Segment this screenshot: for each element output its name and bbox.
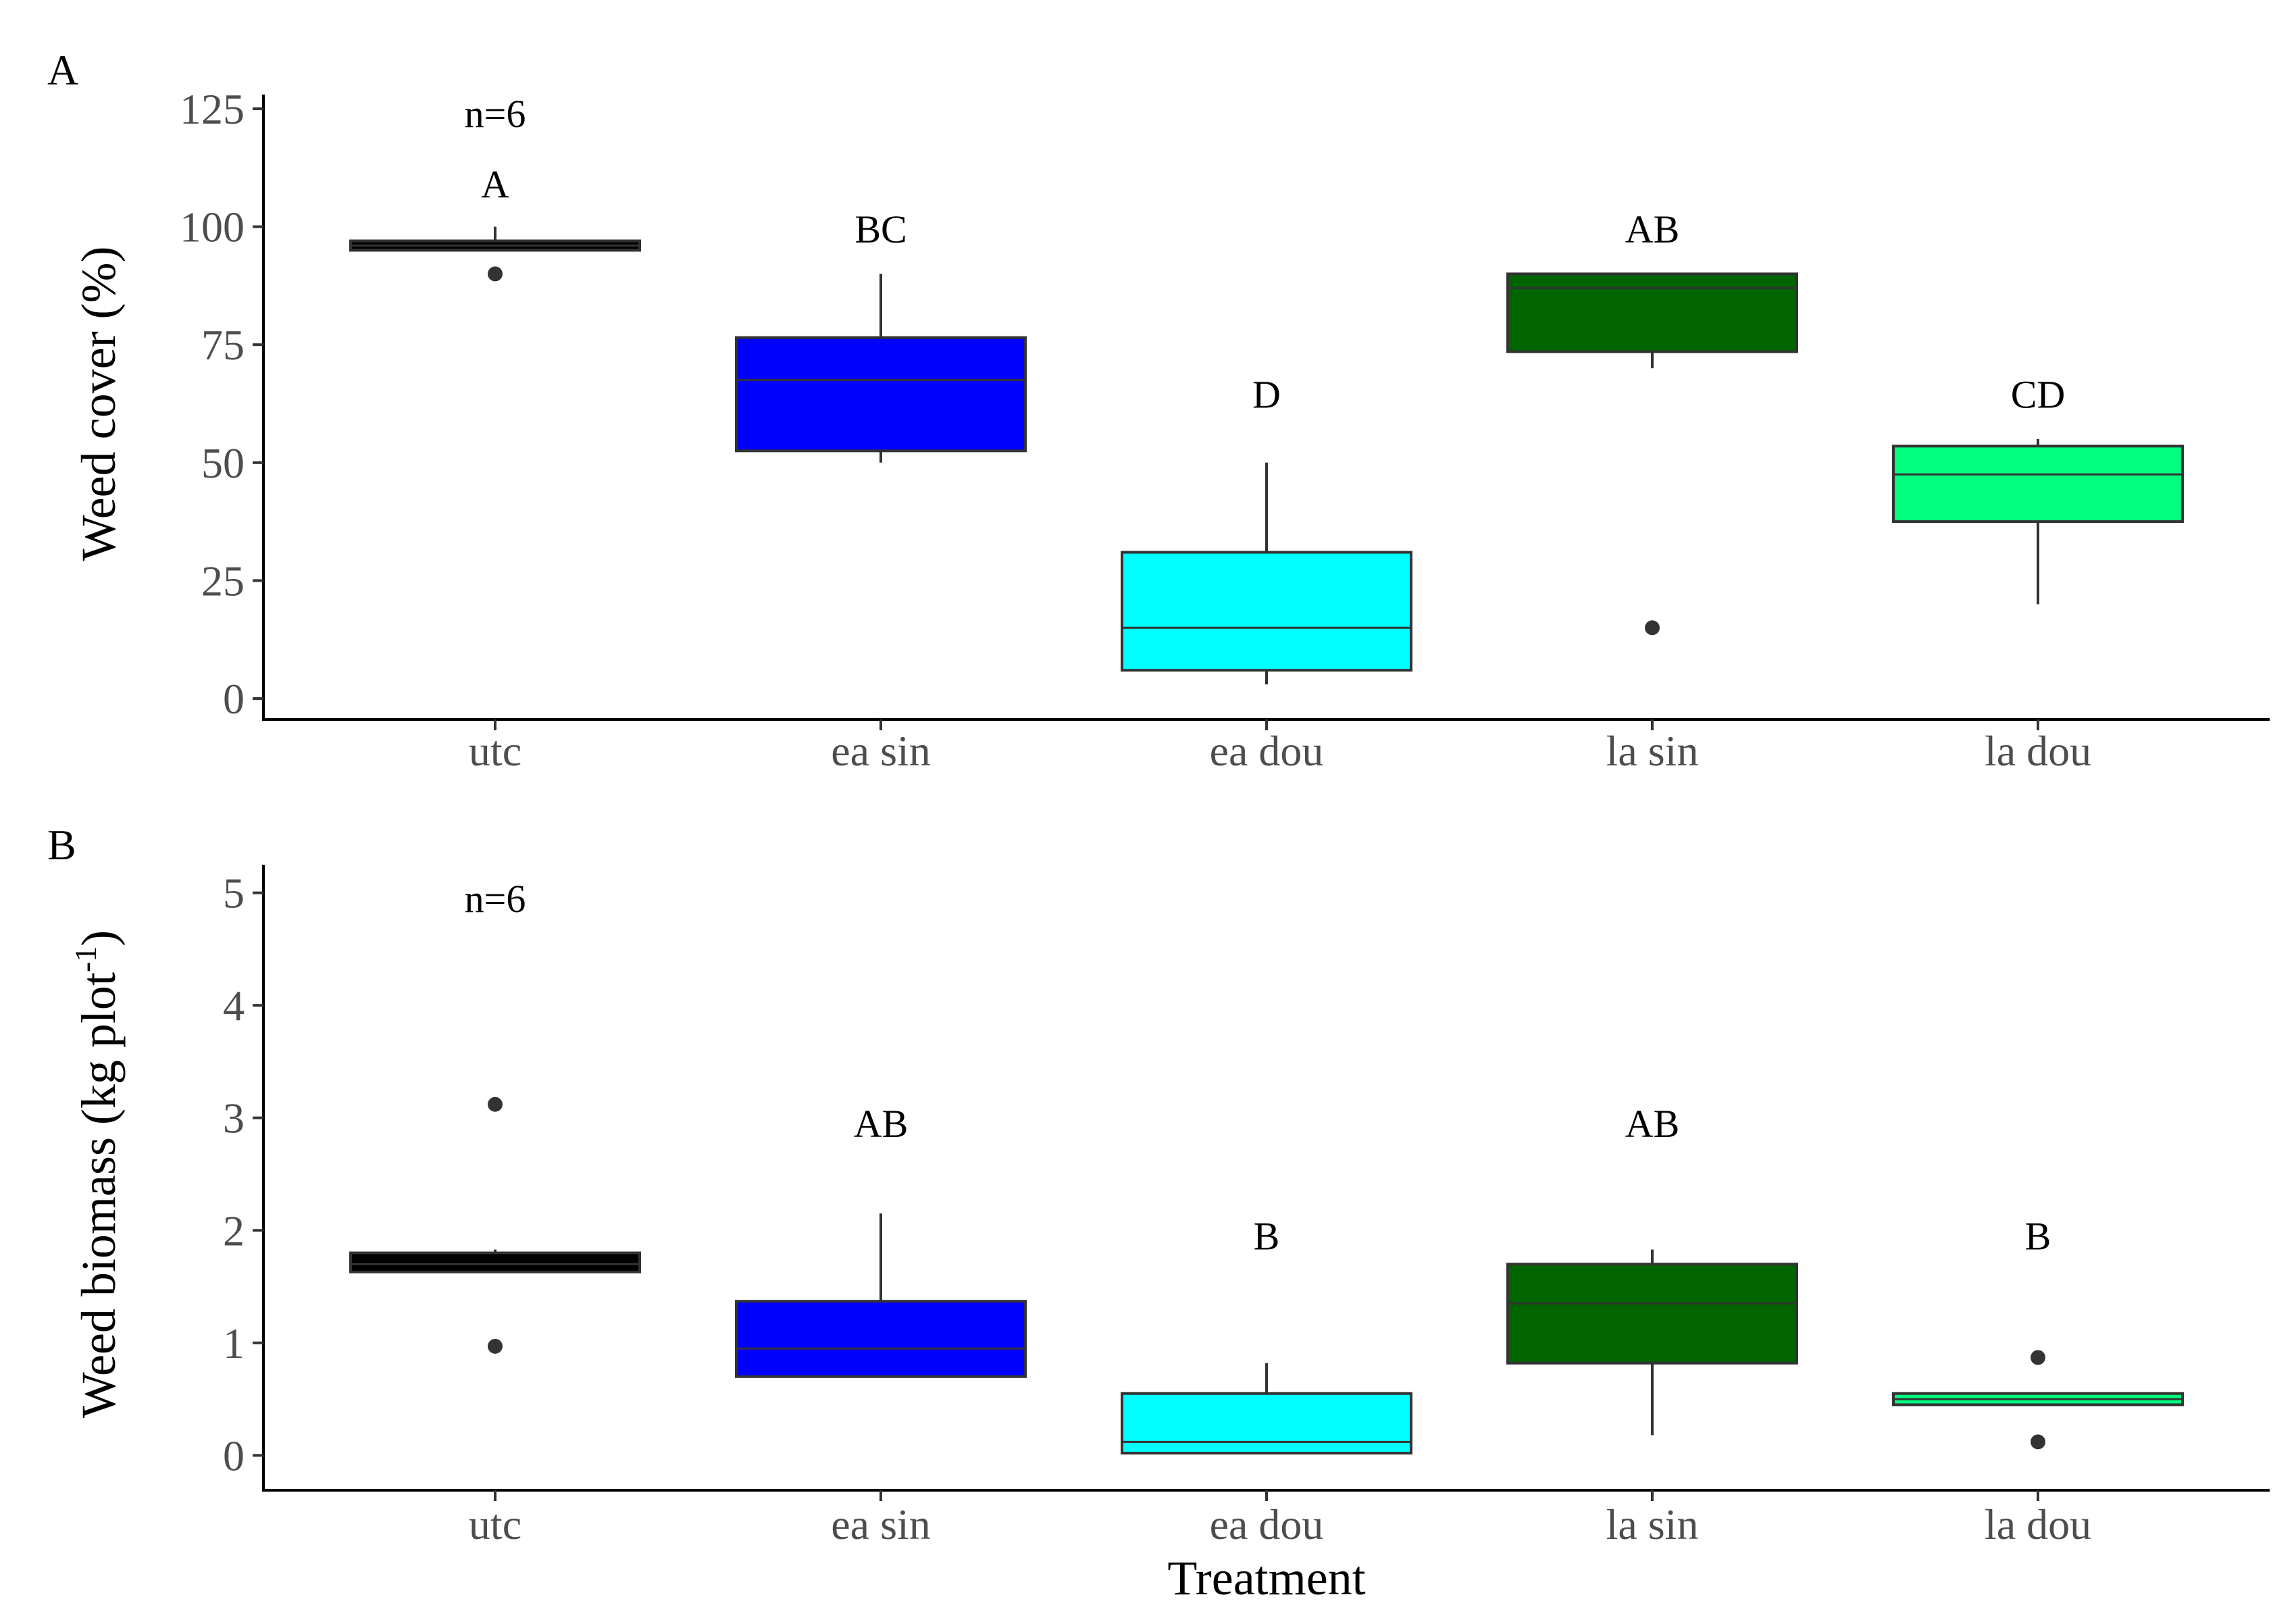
box-la-sin: AB bbox=[1506, 1102, 1798, 1436]
sample-size-label: n=6 bbox=[465, 92, 526, 136]
significance-letter: AB bbox=[1625, 207, 1680, 251]
y-tick-label: 50 bbox=[201, 439, 245, 487]
y-tick-label: 100 bbox=[180, 203, 245, 251]
box-utc: A bbox=[349, 163, 641, 282]
x-tick-label: la sin bbox=[1606, 727, 1699, 775]
box-body bbox=[1121, 551, 1412, 672]
box-utc bbox=[349, 1096, 641, 1354]
x-tick-label: la dou bbox=[1985, 1500, 2091, 1548]
box-body bbox=[1506, 1263, 1798, 1365]
sample-size-label: n=6 bbox=[465, 877, 526, 921]
outlier-point bbox=[2031, 1350, 2045, 1365]
significance-letter: A bbox=[481, 163, 509, 207]
box-body bbox=[349, 1251, 641, 1273]
box-body bbox=[1121, 1392, 1412, 1455]
x-axis-title: Treatment bbox=[1167, 1551, 1365, 1605]
outlier-point bbox=[1645, 620, 1660, 636]
y-tick-label: 5 bbox=[223, 869, 245, 917]
box-body bbox=[735, 336, 1027, 453]
significance-letter: D bbox=[1252, 373, 1281, 417]
significance-letter: AB bbox=[854, 1102, 909, 1146]
box-body bbox=[1506, 272, 1798, 353]
box-body bbox=[1892, 445, 2184, 524]
outlier-point bbox=[488, 1096, 503, 1112]
x-tick-label: ea sin bbox=[831, 727, 931, 775]
x-tick-label: utc bbox=[469, 1500, 521, 1548]
box-ea-dou: D bbox=[1121, 373, 1412, 685]
x-tick-label: la sin bbox=[1606, 1500, 1699, 1548]
x-tick-label: ea dou bbox=[1210, 727, 1324, 775]
y-tick-label: 3 bbox=[223, 1094, 245, 1142]
significance-letter: B bbox=[2025, 1215, 2051, 1259]
panel-a-weed-cover: A 0 25 50 75 100 125 Weed cover (%) utc ea sin ea … bbox=[47, 46, 2270, 775]
y-tick-label: 75 bbox=[201, 321, 245, 369]
significance-letter: CD bbox=[2011, 373, 2066, 417]
significance-letter: B bbox=[1254, 1215, 1280, 1259]
y-tick-label: 125 bbox=[180, 85, 245, 133]
box-la-dou: CD bbox=[1892, 373, 2184, 605]
box-la-sin: AB bbox=[1506, 207, 1798, 636]
y-tick-label: 0 bbox=[223, 675, 245, 723]
box-ea-sin: AB bbox=[735, 1102, 1027, 1378]
outlier-point bbox=[488, 266, 503, 282]
significance-letter: AB bbox=[1625, 1102, 1680, 1146]
panel-label-a: A bbox=[47, 46, 78, 94]
significance-letter: BC bbox=[854, 207, 907, 251]
outlier-point bbox=[488, 1338, 503, 1354]
y-tick-label: 25 bbox=[201, 557, 245, 605]
y-tick-label: 4 bbox=[223, 982, 245, 1030]
box-ea-dou: B bbox=[1121, 1215, 1412, 1455]
x-tick-label: ea dou bbox=[1210, 1500, 1324, 1548]
y-axis-title: Weed biomass (kg plot-1) bbox=[68, 930, 126, 1418]
panel-label-b: B bbox=[47, 821, 76, 869]
x-tick-label: ea sin bbox=[831, 1500, 931, 1548]
outlier-point bbox=[2031, 1434, 2045, 1450]
box-la-dou: B bbox=[1892, 1215, 2184, 1450]
x-tick-label: utc bbox=[469, 727, 521, 775]
box-body bbox=[735, 1300, 1027, 1378]
y-tick-label: 1 bbox=[223, 1319, 245, 1367]
x-tick-label: la dou bbox=[1985, 727, 2091, 775]
y-tick-label: 0 bbox=[223, 1431, 245, 1479]
box-ea-sin: BC bbox=[735, 207, 1027, 463]
y-tick-label: 2 bbox=[223, 1207, 245, 1254]
y-axis-title: Weed cover (%) bbox=[72, 247, 126, 561]
panel-b-weed-biomass: B 0 1 2 3 4 5 Weed biomass (kg plot-1) utc ea sin… bbox=[47, 821, 2270, 1605]
